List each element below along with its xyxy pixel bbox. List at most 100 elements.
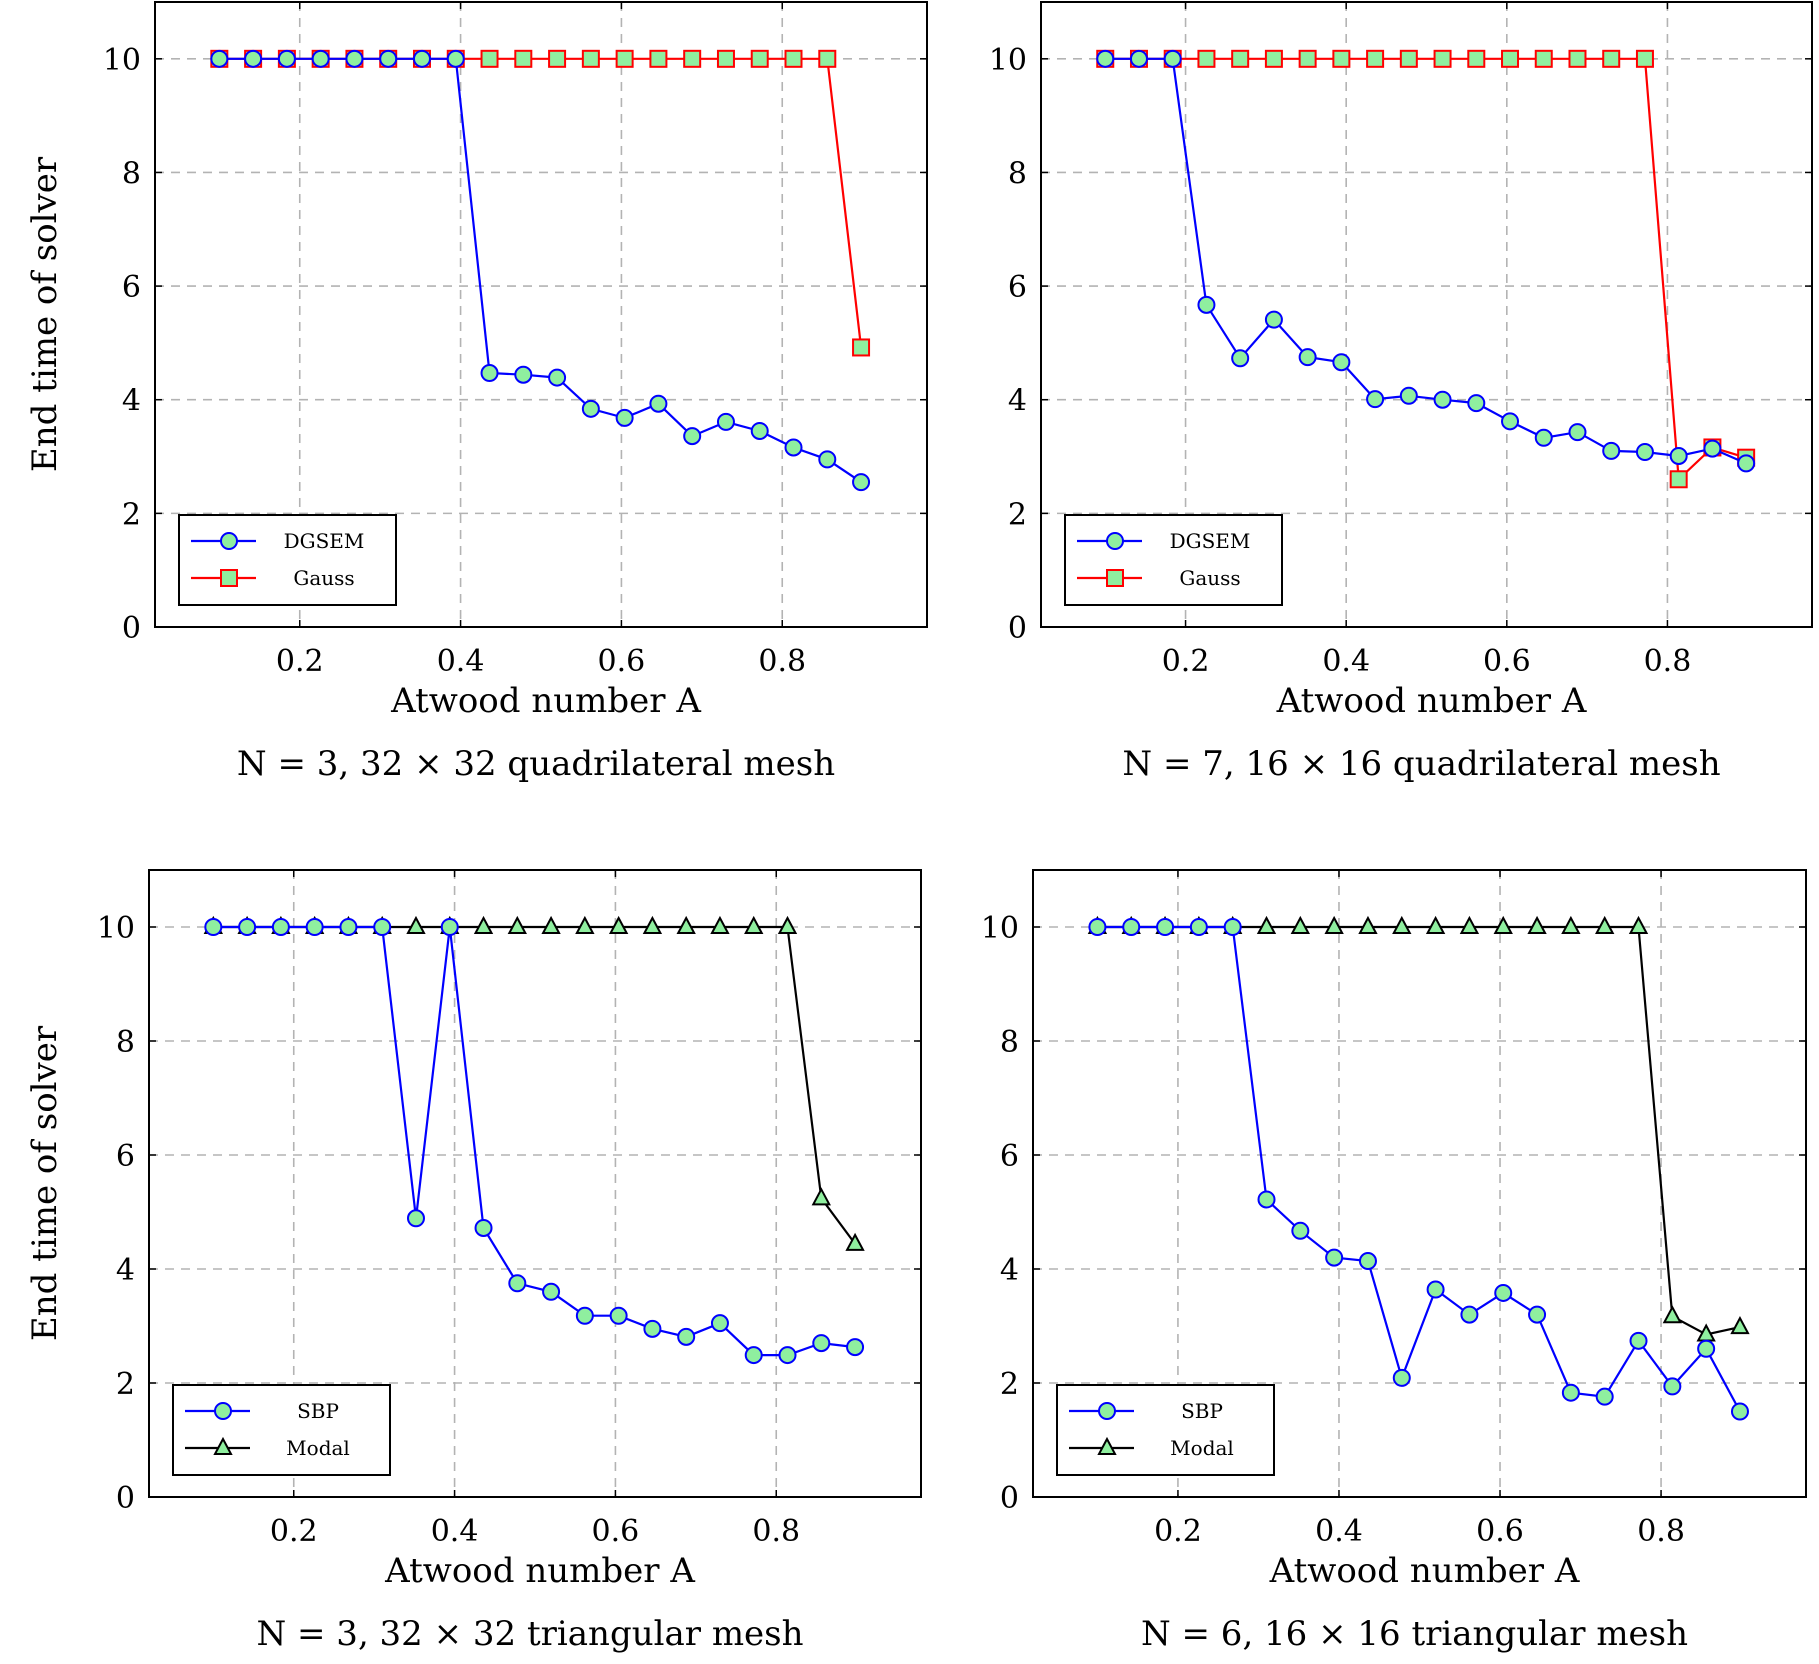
data-point-square [548,49,567,68]
series-line [219,57,863,348]
chart-caption: N = 7, 16 × 16 quadrilateral mesh [1122,744,1720,784]
data-point-circle [345,49,364,68]
data-point-circle [1332,353,1351,372]
data-point-circle [1703,439,1722,458]
data-point-square [750,49,769,68]
plot-frame [1040,1,1813,628]
data-point-circle [1291,1221,1310,1240]
legend: SBP Modal [1056,1384,1275,1476]
data-point-circle [1358,1252,1377,1271]
data-point-circle [514,365,533,384]
legend-label: SBP [297,1399,339,1423]
data-point-triangle [541,915,561,934]
legend-label: DGSEM [1170,529,1251,553]
y-tick-label: 2 [116,1367,135,1402]
y-tick-label: 0 [1000,1481,1019,1516]
data-point-circle [440,918,459,936]
data-point-square [1366,49,1385,68]
data-point-square [1399,49,1418,68]
series-gauss [210,49,871,357]
data-point-circle [1595,1387,1614,1406]
data-point-circle [373,918,392,936]
series-modal [1087,915,1750,1342]
x-axis-label: Atwood number A [1276,681,1587,721]
data-point-circle [1106,532,1124,550]
legend: SBP Modal [172,1384,391,1476]
y-tick-label: 8 [1008,156,1027,191]
data-point-circle [271,918,290,936]
data-point-circle [339,918,358,936]
series-dgsem [1096,49,1756,473]
data-point-square [1231,49,1250,68]
series-sbp [1088,918,1749,1421]
data-point-circle [1629,1331,1648,1350]
data-point-circle [1098,1402,1116,1420]
data-point-triangle [777,915,798,934]
data-point-circle [1298,348,1317,367]
y-tick-label: 4 [1008,384,1027,419]
data-point-circle [649,394,668,413]
data-point-triangle [642,915,663,934]
series-line [1097,925,1741,1336]
legend-label: Gauss [1179,566,1240,590]
data-point-circle [1223,918,1242,936]
legend-label: DGSEM [284,529,365,553]
x-tick-label: 0.8 [758,644,806,679]
data-point-square [1669,470,1688,489]
y-tick-label: 6 [1008,270,1027,305]
y-axis-label: End time of solver [25,1025,65,1341]
data-point-circle [1460,1305,1479,1324]
y-tick-label: 4 [122,384,141,419]
legend-label: Modal [1170,1436,1234,1460]
data-point-circle [305,918,324,936]
data-point-triangle [406,915,426,934]
data-point-circle [1325,1248,1344,1267]
data-point-square [1197,49,1216,68]
data-point-square [1332,49,1351,68]
y-tick-label: 8 [116,1025,135,1060]
data-point-triangle [608,915,629,934]
legend: DGSEM Gauss [178,514,397,606]
y-tick-label: 4 [1000,1253,1019,1288]
series-modal [203,915,865,1251]
y-tick-label: 10 [989,43,1027,78]
data-point-circle [1366,390,1385,409]
data-point-circle [412,49,431,68]
data-point-triangle [811,1187,831,1206]
series-line [213,925,856,1245]
data-point-circle [1737,454,1756,473]
chart-caption: N = 6, 16 × 16 triangular mesh [1141,1614,1688,1654]
data-point-circle [609,1306,628,1325]
data-point-circle [210,49,229,68]
data-point-square [784,49,803,68]
data-point-circle [542,1282,561,1301]
data-point-circle [1501,412,1520,431]
plot-frame [1032,869,1807,1498]
data-point-circle [1494,1283,1513,1302]
y-tick-label: 8 [1000,1025,1019,1060]
data-point-circle [1156,918,1175,936]
data-point-square [1467,49,1486,68]
series-gauss [1096,49,1756,489]
data-point-circle [220,532,238,550]
data-point-circle [750,421,769,440]
data-point-circle [575,1306,594,1325]
data-point-circle [1189,918,1208,936]
data-point-triangle [1358,915,1378,934]
data-point-circle [406,1209,425,1228]
data-point-circle [710,1314,729,1333]
x-tick-label: 0.4 [431,1514,479,1549]
plot-frame [154,1,928,628]
series-sbp [204,918,865,1365]
x-tick-label: 0.6 [592,1514,640,1549]
data-point-circle [1663,1377,1682,1396]
data-point-circle [1163,49,1182,68]
data-point-circle [244,49,263,68]
data-point-circle [784,438,803,457]
chart-bottom-left: 0.2 0.4 0.6 0.8 0 2 4 6 8 10 Atwood number A End ti… [25,869,922,1654]
data-point-triangle [473,915,494,934]
data-point-triangle [676,915,696,934]
y-tick-label: 2 [122,497,141,532]
data-point-triangle [710,915,730,934]
x-tick-label: 0.4 [1322,644,1370,679]
